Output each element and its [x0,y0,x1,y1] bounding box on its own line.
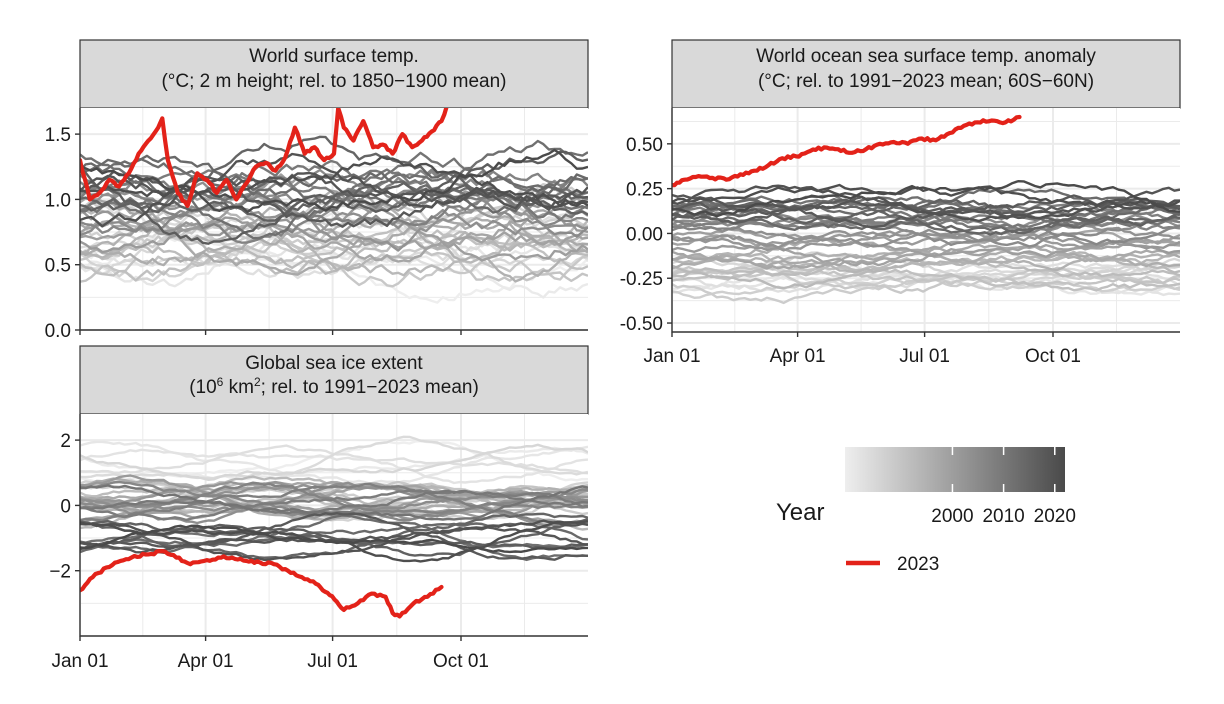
y-tick-label: −2 [49,562,71,583]
panel-strip [79,345,589,415]
series-line-1992 [80,230,588,275]
x-tick-label: Jul 01 [307,651,358,672]
y-tick-label: -0.25 [620,269,663,290]
series-line-2010 [80,159,588,222]
legend-label-2023: 2023 [897,554,939,575]
panel-subtitle: (°C; 2 m height; rel. to 1850−1900 mean) [161,71,506,92]
series-line-2021 [80,520,588,563]
series-line-1999 [80,194,588,250]
series-line-1985 [80,443,588,481]
series-line-2022 [80,524,588,554]
series-line-2000 [672,228,1180,258]
y-tick-label: 0.5 [45,256,71,277]
x-tick-label: Oct 01 [1025,346,1081,367]
y-tick-label: 0.50 [626,135,663,156]
panel-ocean: World ocean sea surface temp. anomaly (°C… [620,39,1181,367]
series-line-2019 [80,171,588,211]
y-tick-label: -0.50 [620,314,663,335]
series-line-1991 [80,225,588,282]
panel-seaice: Global sea ice extent(106 km2; rel. to 1… [49,345,589,672]
y-tick-label: 0 [60,496,71,517]
panel-title: World surface temp. [249,46,419,67]
series-line-2004 [672,214,1180,248]
series-line-2022 [672,180,1180,218]
series-line-1996 [672,236,1180,270]
series-line-2013 [672,188,1180,216]
panel-subtitle: (106 km2; rel. to 1991−2023 mean) [189,375,479,398]
panel-title: Global sea ice extent [245,353,423,374]
background-series [80,135,588,304]
series-line-1982 [80,448,588,485]
legend-year-label: 2010 [982,506,1024,527]
x-tick-label: Apr 01 [770,346,826,367]
x-tick-label: Jan 01 [643,346,700,367]
series-line-1990 [672,265,1180,287]
series-line-2020 [672,184,1180,223]
y-tick-label: 0.0 [45,321,71,342]
series-line-2023 [80,108,449,208]
series-line-1994 [80,206,588,272]
legend-colorbar [845,447,1065,492]
panel-title: World ocean sea surface temp. anomaly [756,46,1096,67]
panel-strip [79,39,589,109]
y-tick-label: 0.25 [626,180,663,201]
series-line-2020 [80,152,588,228]
series-line-1987 [672,276,1180,299]
series-line-2022 [80,148,588,214]
y-tick-label: 1.5 [45,125,71,146]
y-tick-label: 2 [60,431,71,452]
series-line-1989 [672,265,1180,294]
background-series [672,180,1180,305]
series-line-1984 [80,435,588,480]
series-line-2014 [80,154,588,214]
legend-year-label: 2000 [931,506,973,527]
series-line-2003 [672,216,1180,249]
series-line-2015 [672,200,1180,236]
series-line-2020 [80,519,588,562]
panel-surface: World surface temp. (°C; 2 m height; rel.… [45,39,589,342]
series-line-2021 [80,155,588,207]
series-line-1998 [672,229,1180,270]
series-line-2013 [80,514,588,562]
series-line-2023 [672,114,1022,188]
panel-subtitle: (°C; rel. to 1991−2023 mean; 60S−60N) [758,71,1094,92]
series-line-2010 [80,489,588,515]
legend: 2000 2010 2020 Year 2023 [776,447,1076,575]
series-line-2018 [80,512,588,561]
x-tick-label: Jul 01 [899,346,950,367]
y-tick-label: 0.00 [626,224,663,245]
y-tick-label: 1.0 [45,190,71,211]
series-line-2016 [672,198,1180,227]
series-line-2023 [80,549,444,619]
legend-year-label: 2020 [1034,506,1076,527]
panel-strip [671,39,1181,109]
series-line-2012 [80,139,588,240]
legend-title: Year [776,499,825,526]
x-tick-label: Jan 01 [51,651,108,672]
series-line-1996 [80,215,588,267]
series-line-2004 [80,179,588,236]
x-tick-label: Oct 01 [433,651,489,672]
series-line-1981 [80,440,588,485]
series-line-2008 [80,482,588,525]
series-line-2021 [672,183,1180,208]
x-tick-label: Apr 01 [178,651,234,672]
series-line-2000 [80,173,588,262]
